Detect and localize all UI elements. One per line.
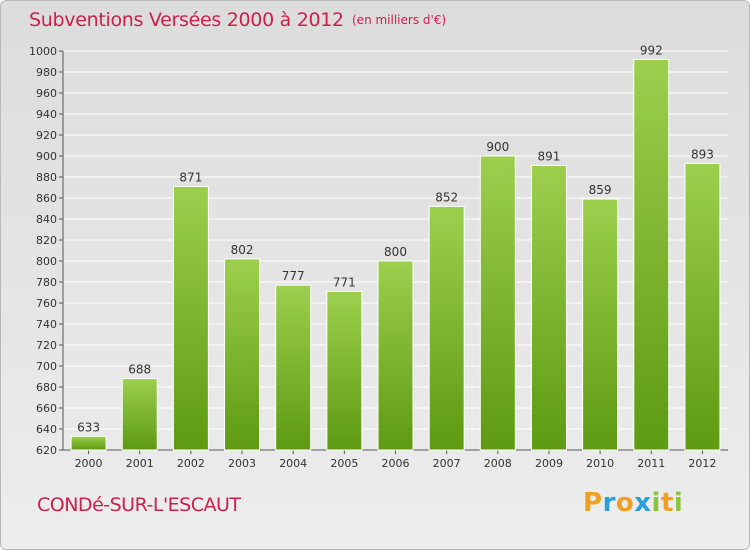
bar <box>479 155 516 451</box>
x-tick-label: 2008 <box>484 457 512 470</box>
y-tick-label: 1000 <box>29 45 57 58</box>
y-tick-label: 800 <box>36 255 57 268</box>
y-tick-label: 660 <box>36 402 57 415</box>
data-label: 688 <box>128 363 151 377</box>
logo-letter: i <box>651 488 661 518</box>
x-tick-label: 2009 <box>535 457 563 470</box>
commune-name: CONDé-SUR-L'ESCAUT <box>37 494 241 516</box>
data-labels: 633 688 871 802 777 771 800 852 900 891 859 992 893 <box>77 43 714 434</box>
chart-title: Subventions Versées 2000 à 2012 <box>29 9 344 31</box>
x-tick-label: 2002 <box>177 457 205 470</box>
y-tick-label: 900 <box>36 150 57 163</box>
y-tick-label: 760 <box>36 297 57 310</box>
x-tick-label: 2005 <box>330 457 358 470</box>
x-tick-label: 2006 <box>382 457 410 470</box>
logo-letter: o <box>615 488 635 518</box>
data-label: 800 <box>384 245 407 259</box>
y-tick-label: 720 <box>36 339 57 352</box>
data-label: 852 <box>435 190 458 204</box>
data-label: 633 <box>77 420 100 434</box>
proxiti-logo: Proxiti <box>583 488 683 518</box>
data-label: 771 <box>333 275 356 289</box>
logo-letter: x <box>634 488 652 518</box>
y-tick-label: 960 <box>36 87 57 100</box>
data-label: 992 <box>640 43 663 57</box>
bar <box>633 58 670 451</box>
logo-letter: t <box>660 488 674 518</box>
y-tick-label: 640 <box>36 423 57 436</box>
y-tick-label: 820 <box>36 234 57 247</box>
logo-letter: i <box>673 488 684 518</box>
y-tick-label: 780 <box>36 276 57 289</box>
bar <box>121 378 158 451</box>
bars <box>70 58 721 451</box>
x-tick-label: 2010 <box>586 457 614 470</box>
bar <box>684 162 721 451</box>
x-tick-label: 2000 <box>75 457 103 470</box>
y-tick-label: 860 <box>36 192 57 205</box>
bar <box>428 205 465 451</box>
bar <box>172 185 209 451</box>
data-label: 859 <box>589 183 612 197</box>
unit-note: (en milliers d'€) <box>352 13 447 27</box>
logo-letter: P <box>583 488 603 518</box>
y-tick-label: 980 <box>36 66 57 79</box>
axes: 620 640 660 680 700 720 740 760 780 800 820 840 860 8… <box>29 45 728 470</box>
data-label: 802 <box>231 243 254 257</box>
bar <box>582 198 619 451</box>
bar <box>224 258 261 451</box>
y-tick-label: 700 <box>36 360 57 373</box>
x-tick-label: 2007 <box>433 457 461 470</box>
data-label: 893 <box>691 147 714 161</box>
bar <box>275 284 312 451</box>
y-tick-label: 740 <box>36 318 57 331</box>
y-tick-label: 920 <box>36 129 57 142</box>
x-tick-label: 2011 <box>637 457 665 470</box>
bar <box>326 290 363 451</box>
y-tick-label: 940 <box>36 108 57 121</box>
data-label: 891 <box>538 149 561 163</box>
bar <box>530 164 567 451</box>
data-label: 900 <box>486 140 509 154</box>
y-tick-label: 840 <box>36 213 57 226</box>
bar <box>70 435 107 451</box>
x-tick-label: 2004 <box>279 457 307 470</box>
y-tick-label: 880 <box>36 171 57 184</box>
data-label: 777 <box>282 269 305 283</box>
data-label: 871 <box>179 170 202 184</box>
bar <box>377 260 414 451</box>
x-tick-label: 2012 <box>688 457 716 470</box>
y-tick-label: 680 <box>36 381 57 394</box>
x-tick-label: 2001 <box>126 457 154 470</box>
logo-letter: r <box>602 488 616 518</box>
y-tick-label: 620 <box>36 444 57 457</box>
x-tick-label: 2003 <box>228 457 256 470</box>
